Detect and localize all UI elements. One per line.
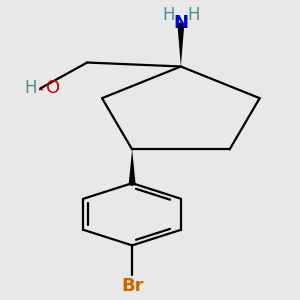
Polygon shape [129, 149, 136, 185]
Text: H: H [187, 6, 200, 24]
Text: Br: Br [121, 277, 143, 295]
Text: N: N [173, 14, 188, 32]
Text: O: O [46, 80, 60, 98]
Text: -: - [38, 80, 43, 98]
Text: H: H [162, 6, 175, 24]
Text: H: H [25, 80, 37, 98]
Polygon shape [177, 22, 184, 67]
